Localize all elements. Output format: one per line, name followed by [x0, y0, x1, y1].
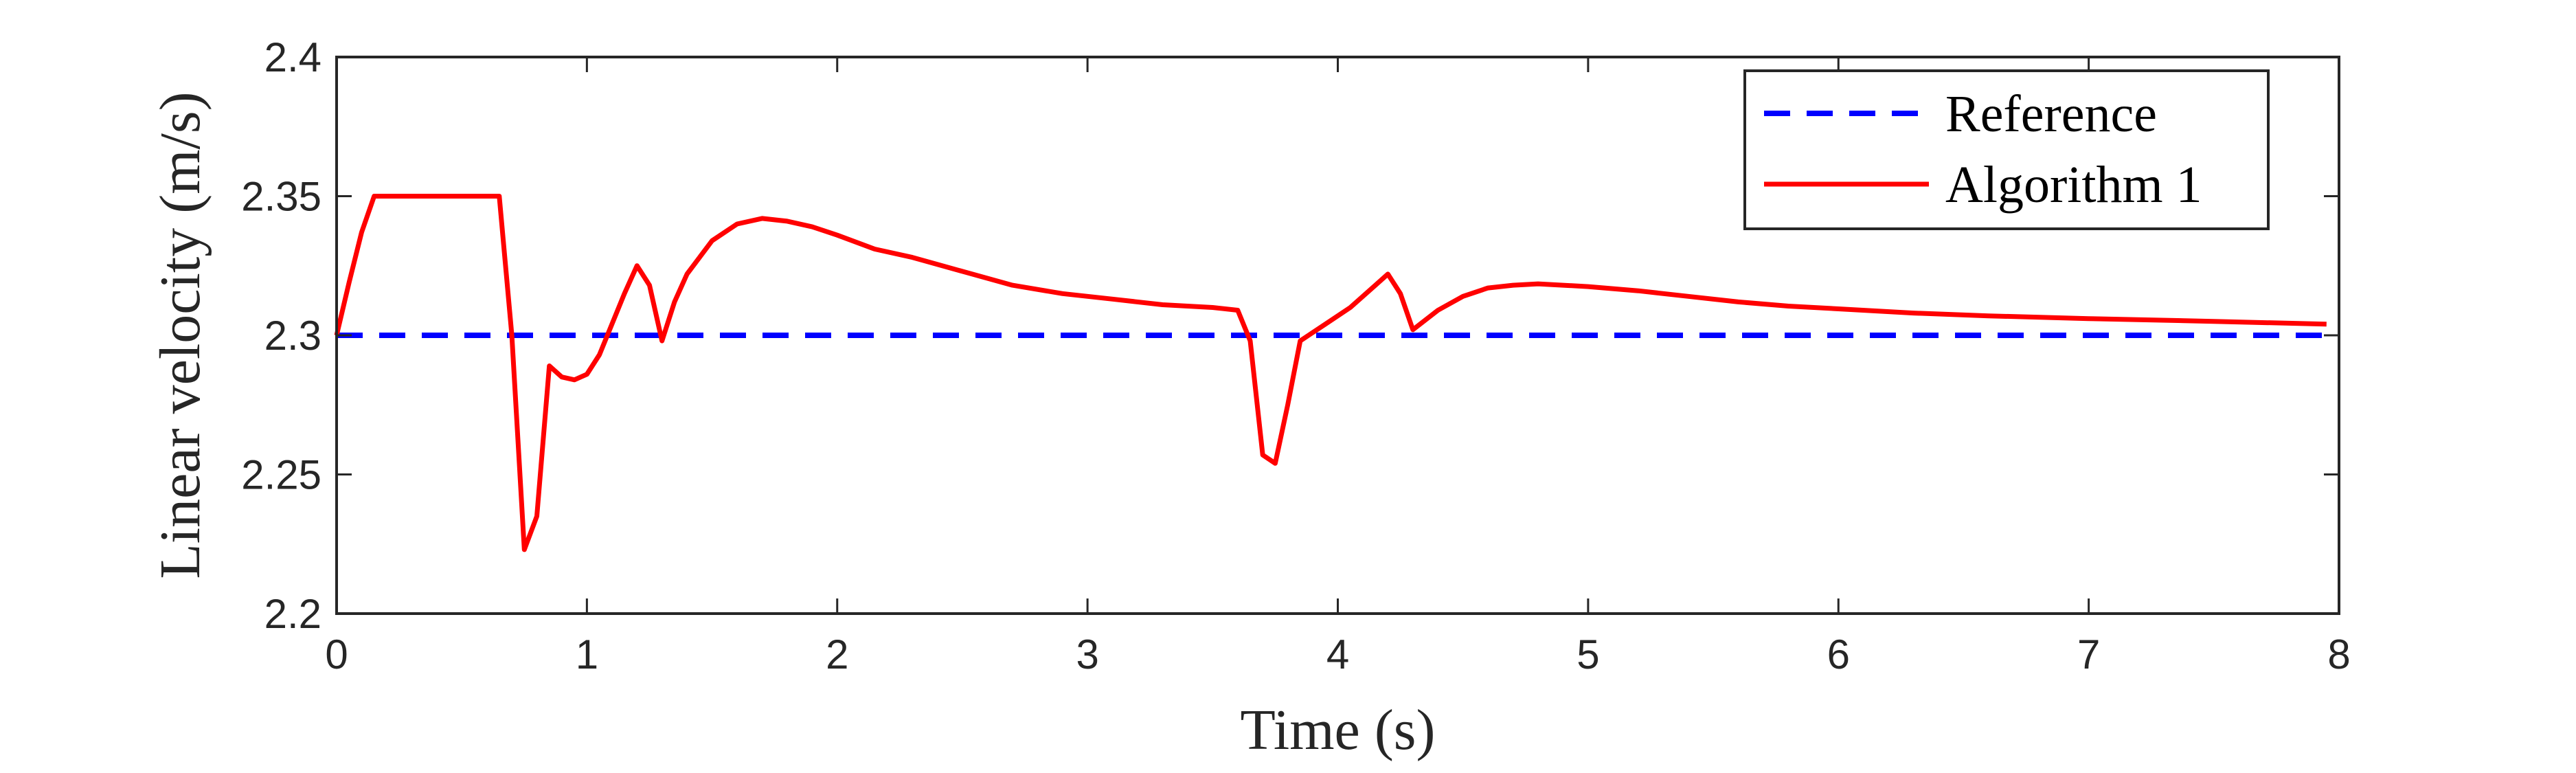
x-tick-label: 6: [1827, 631, 1850, 677]
series-line: [334, 194, 2327, 552]
y-axis-label: Linear velocity (m/s): [148, 91, 212, 579]
x-axis-label: Time (s): [1241, 698, 1436, 762]
y-tick-label: 2.4: [264, 34, 321, 80]
plot-lines: [334, 194, 2327, 552]
x-tick-label: 5: [1577, 631, 1599, 677]
legend-label: Reference: [1945, 85, 2157, 143]
y-tick-label: 2.2: [264, 591, 321, 637]
legend-box: [1743, 69, 2270, 230]
x-tick-label: 0: [325, 631, 348, 677]
x-tick-label: 8: [2327, 631, 2350, 677]
y-tick-label: 2.3: [264, 313, 321, 359]
y-tick-label: 2.35: [241, 174, 321, 220]
y-tick-label: 2.25: [241, 452, 321, 498]
x-tick-label: 3: [1076, 631, 1098, 677]
x-tick-label: 2: [826, 631, 848, 677]
axis-tick-labels: 0 1 2 3 4 5 6 7 8 2.2 2.25 2.3 2.35 2.4: [241, 34, 2350, 677]
x-tick-label: 1: [576, 631, 598, 677]
legend-label: Algorithm 1: [1945, 156, 2202, 214]
x-tick-label: 4: [1326, 631, 1349, 677]
legend: Reference Algorithm 1: [1743, 69, 2270, 230]
x-tick-label: 7: [2077, 631, 2100, 677]
